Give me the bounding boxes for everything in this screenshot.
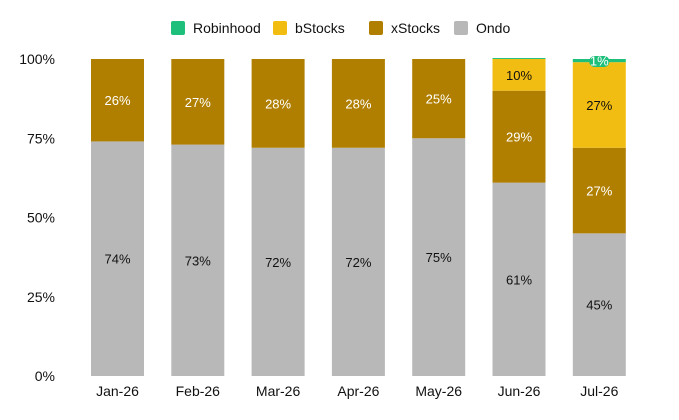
bar-mar-26: 72% 28% — [251, 59, 305, 376]
legend-swatch — [369, 21, 383, 35]
data-label: 27% — [586, 98, 612, 113]
bar-jul-26: 45% 27% 27% 1% — [572, 54, 626, 376]
legend-item-xstocks: xStocks — [369, 20, 440, 36]
bar-segment-robinhood — [492, 58, 546, 59]
bar-segment-xstocks — [572, 147, 626, 234]
y-tick-label: 75% — [27, 130, 55, 146]
y-tick-label: 0% — [35, 368, 55, 384]
legend-swatch — [454, 21, 468, 35]
x-tick-label: May-26 — [415, 383, 462, 399]
bar-feb-26: 73% 27% — [171, 59, 225, 376]
legend-label: Robinhood — [193, 20, 261, 36]
x-tick-label: Mar-26 — [256, 383, 301, 399]
legend-item-ondo: Ondo — [454, 20, 510, 36]
bar-segment-xstocks — [492, 90, 546, 183]
legend-label: bStocks — [295, 20, 345, 36]
data-label: 27% — [185, 95, 211, 110]
legend-swatch — [273, 21, 287, 35]
data-label: 45% — [586, 298, 612, 313]
legend-swatch — [171, 21, 185, 35]
data-label: 29% — [506, 130, 532, 145]
y-tick-label: 50% — [27, 210, 55, 226]
data-label: 28% — [265, 96, 291, 111]
bar-apr-26: 72% 28% — [331, 59, 385, 376]
bars: 74% 26% 73% 27% 72% 28% 72% 28% 75% 25% 61% 29% 10% 4… — [91, 54, 626, 376]
data-label: 1% — [590, 54, 609, 69]
bar-segment-ondo — [171, 144, 225, 376]
x-tick-label: Jul-26 — [580, 383, 618, 399]
bar-segment-ondo — [412, 138, 466, 376]
bar-segment-bstocks — [492, 59, 546, 91]
bar-segment-xstocks — [412, 59, 466, 139]
bar-segment-xstocks — [251, 59, 305, 148]
data-label: 61% — [506, 272, 532, 287]
legend-label: Ondo — [476, 20, 510, 36]
legend-item-robinhood: Robinhood — [171, 20, 261, 36]
data-label: 26% — [104, 93, 130, 108]
legend-label: xStocks — [391, 20, 440, 36]
data-label: 75% — [426, 250, 452, 265]
bar-segment-xstocks — [91, 59, 144, 142]
bar-jan-26: 74% 26% — [91, 59, 144, 376]
data-label: 74% — [104, 252, 130, 267]
data-label: 73% — [185, 253, 211, 268]
bar-segment-ondo — [251, 147, 305, 376]
data-label: 10% — [506, 68, 532, 83]
bar-segment-ondo — [572, 233, 626, 376]
y-axis: 0% 25% 50% 75% 100% — [19, 51, 55, 384]
bar-jun-26: 61% 29% 10% — [492, 58, 546, 376]
legend-item-bstocks: bStocks — [273, 20, 345, 36]
data-label: 72% — [265, 255, 291, 270]
bar-segment-xstocks — [331, 59, 385, 148]
x-tick-label: Jun-26 — [498, 383, 541, 399]
x-tick-label: Jan-26 — [96, 383, 139, 399]
bar-segment-ondo — [492, 182, 546, 376]
data-label: 72% — [345, 255, 371, 270]
bar-segment-ondo — [331, 147, 385, 376]
data-label: 27% — [586, 184, 612, 199]
legend: Robinhood bStocks xStocks Ondo — [171, 20, 510, 36]
x-axis: Jan-26 Feb-26 Mar-26 Apr-26 May-26 Jun-26 Jul-… — [96, 383, 618, 399]
x-tick-label: Apr-26 — [337, 383, 379, 399]
y-tick-label: 25% — [27, 289, 55, 305]
data-label: 28% — [345, 96, 371, 111]
bar-segment-bstocks — [572, 62, 626, 148]
bar-segment-xstocks — [171, 59, 225, 145]
bar-segment-ondo — [91, 141, 144, 376]
bar-may-26: 75% 25% — [412, 59, 466, 376]
x-tick-label: Feb-26 — [176, 383, 221, 399]
y-tick-label: 100% — [19, 51, 55, 67]
data-label-badge — [589, 56, 610, 67]
data-label: 25% — [426, 92, 452, 107]
